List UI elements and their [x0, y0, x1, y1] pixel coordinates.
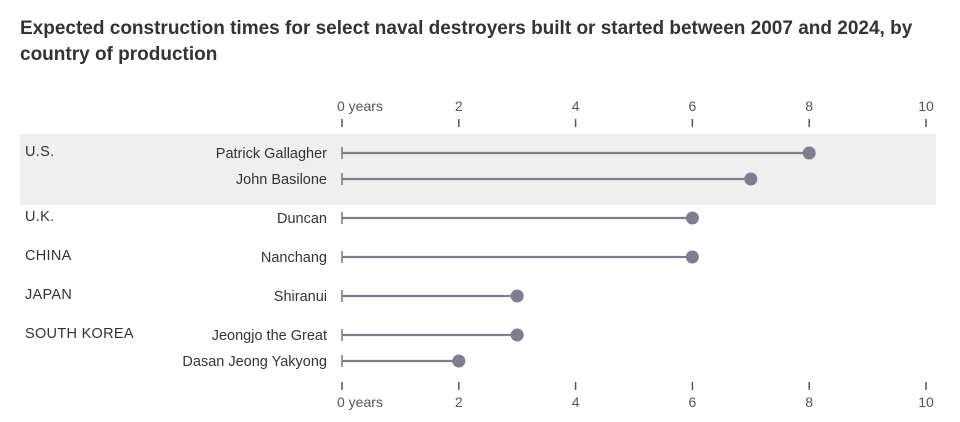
- lollipop-dot: [685, 250, 699, 264]
- bottom-axis-tick-label: 2: [455, 394, 463, 410]
- top-axis-tick-label: 8: [805, 98, 813, 114]
- group-highlight-band: [20, 134, 936, 205]
- ship-label: Duncan: [277, 211, 327, 227]
- lollipop-dot: [510, 328, 524, 342]
- top-axis-tick-label: 0 years: [337, 98, 383, 114]
- country-label: SOUTH KOREA: [25, 326, 134, 342]
- chart-marks: U.S. Patrick Gallagher John Basilone U.K. Du…: [25, 144, 816, 370]
- top-axis: 0 years 2 4 6 8 10: [337, 98, 934, 127]
- ship-label: Dasan Jeong Yakyong: [182, 354, 327, 370]
- bottom-axis-tick-label: 4: [572, 394, 580, 410]
- lollipop-dot: [510, 289, 524, 303]
- country-label: CHINA: [25, 248, 72, 264]
- lollipop-dot: [685, 211, 699, 225]
- country-label: U.K.: [25, 209, 54, 225]
- bottom-axis: 0 years 2 4 6 8 10: [337, 382, 934, 410]
- bottom-axis-tick-label: 10: [918, 394, 934, 410]
- ship-label: Patrick Gallagher: [216, 146, 327, 162]
- top-axis-tick-label: 4: [572, 98, 580, 114]
- lollipop-dot: [744, 172, 758, 186]
- ship-label: Nanchang: [261, 250, 327, 266]
- bottom-axis-tick-label: 0 years: [337, 394, 383, 410]
- top-axis-tick-label: 6: [689, 98, 697, 114]
- group-bands: [20, 134, 936, 205]
- chart-title: Expected construction times for select n…: [20, 18, 913, 65]
- top-axis-tick-label: 10: [918, 98, 934, 114]
- ship-label: John Basilone: [236, 172, 327, 188]
- top-axis-tick-label: 2: [455, 98, 463, 114]
- lollipop-dot: [802, 146, 816, 160]
- bottom-axis-tick-label: 6: [689, 394, 697, 410]
- ship-label: Shiranui: [274, 289, 327, 305]
- country-label: JAPAN: [25, 287, 72, 303]
- bottom-axis-tick-label: 8: [805, 394, 813, 410]
- country-label: U.S.: [25, 144, 54, 160]
- lollipop-dot: [452, 354, 466, 368]
- ship-label: Jeongjo the Great: [212, 328, 327, 344]
